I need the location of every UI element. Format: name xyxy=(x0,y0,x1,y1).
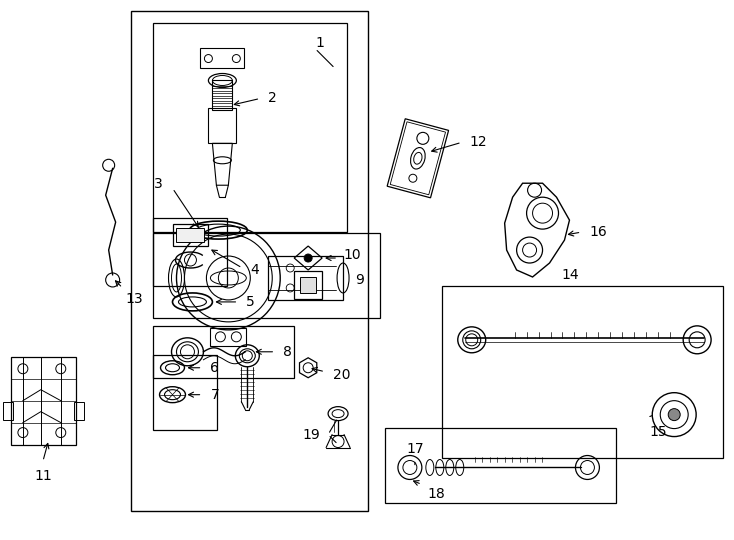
Bar xyxy=(294,271,322,299)
Text: 2: 2 xyxy=(268,91,277,105)
Circle shape xyxy=(304,254,312,262)
Bar xyxy=(176,228,205,242)
Text: 14: 14 xyxy=(562,268,579,282)
Bar xyxy=(211,328,247,346)
Circle shape xyxy=(668,409,680,421)
Text: 17: 17 xyxy=(406,442,424,456)
Text: 4: 4 xyxy=(250,263,259,277)
Bar xyxy=(73,402,84,420)
Bar xyxy=(11,357,76,444)
Text: 18: 18 xyxy=(428,488,446,502)
Text: 15: 15 xyxy=(650,424,667,438)
Bar xyxy=(208,109,236,143)
Text: 6: 6 xyxy=(211,361,219,375)
Text: 1: 1 xyxy=(316,36,324,50)
Text: 3: 3 xyxy=(154,177,162,191)
Bar xyxy=(3,402,13,420)
Bar xyxy=(212,80,233,110)
Text: 20: 20 xyxy=(333,368,351,382)
Text: 8: 8 xyxy=(283,345,292,359)
Bar xyxy=(131,11,368,511)
Text: 19: 19 xyxy=(302,428,320,442)
Bar xyxy=(200,48,244,68)
Text: 5: 5 xyxy=(247,295,255,309)
Bar xyxy=(153,23,347,232)
Text: 10: 10 xyxy=(343,248,360,262)
Bar xyxy=(153,218,228,286)
Bar xyxy=(172,224,208,246)
Bar xyxy=(268,256,343,300)
Bar xyxy=(153,326,294,377)
Text: 7: 7 xyxy=(211,388,219,402)
Bar xyxy=(442,286,723,457)
Text: 11: 11 xyxy=(34,469,51,483)
Text: 16: 16 xyxy=(589,225,607,239)
Bar xyxy=(300,277,316,293)
Bar xyxy=(153,233,380,318)
Text: 9: 9 xyxy=(355,273,364,287)
Text: 13: 13 xyxy=(126,292,143,306)
Text: 12: 12 xyxy=(470,136,487,150)
Bar xyxy=(153,355,217,430)
Bar xyxy=(385,428,617,503)
